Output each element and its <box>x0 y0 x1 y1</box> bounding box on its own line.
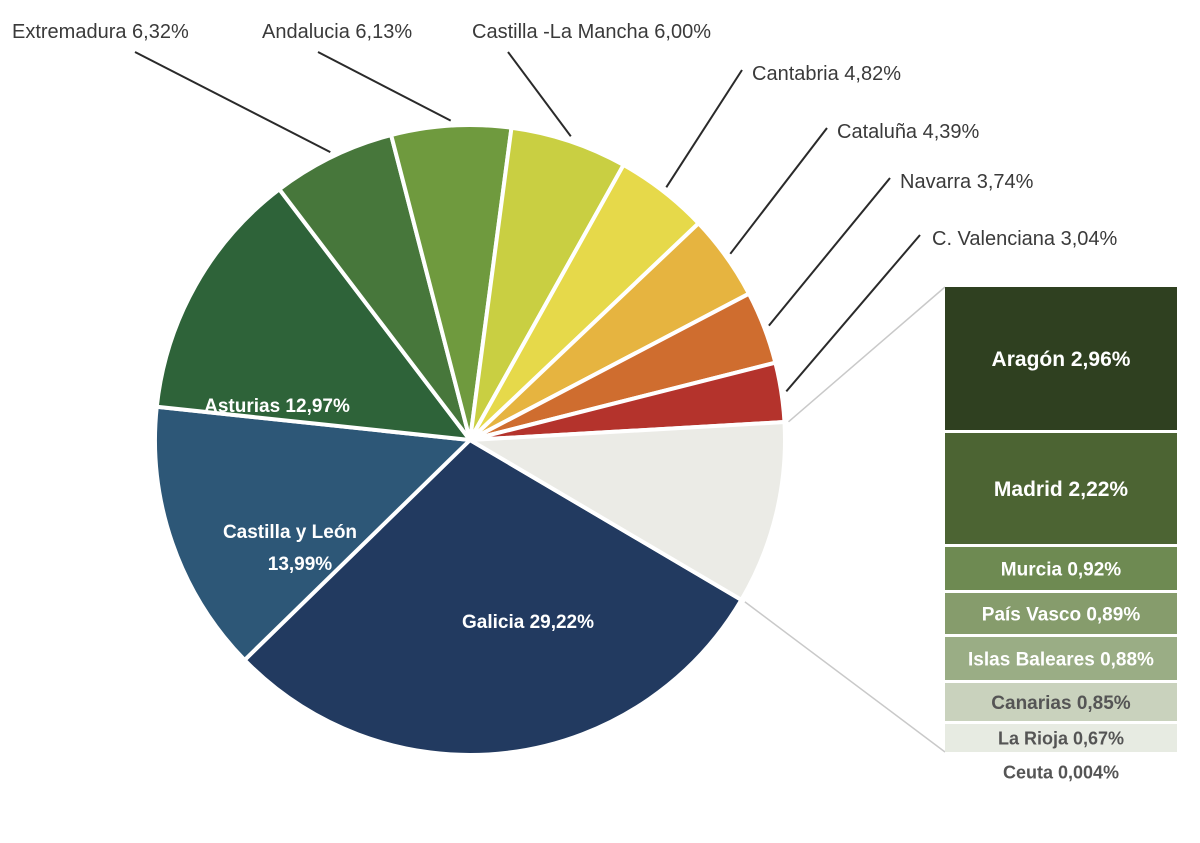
pie-slice-extremadura <box>277 133 472 442</box>
breakdown-block-canarias <box>945 683 1177 721</box>
pie-slice-castilla-la-mancha <box>468 125 626 442</box>
breakdown-label-la-rioja: La Rioja 0,67% <box>998 728 1124 748</box>
breakdown-label-canarias: Canarias 0,85% <box>991 693 1131 714</box>
breakdown-label-madrid: Madrid 2,22% <box>994 478 1129 501</box>
breakdown-label-islas-baleares: Islas Baleares 0,88% <box>968 649 1154 670</box>
slice-label-castilla-y-leon: Castilla y León <box>223 522 357 543</box>
leader-line-cantabria <box>665 69 743 188</box>
pie-slice-galicia <box>242 438 744 757</box>
leader-line-c-valenciana <box>785 234 921 393</box>
leader-line-catalu-a <box>729 127 828 255</box>
breakdown-connector-bottom <box>744 601 946 753</box>
leader-line-castilla-la-mancha <box>507 51 572 137</box>
slice-label-andalucia: Andalucia 6,13% <box>262 21 412 43</box>
slice-label-galicia: Galicia 29,22% <box>462 612 594 633</box>
breakdown-block-madrid <box>945 433 1177 544</box>
slice-label-extremadura: Extremadura 6,32% <box>12 21 189 43</box>
breakdown-label-murcia: Murcia 0,92% <box>1001 559 1121 580</box>
pie-slice-castilla-y-le-n <box>153 404 472 663</box>
breakdown-block-la-rioja <box>945 724 1177 752</box>
leader-line-andalucia <box>317 51 452 122</box>
slice-label-catalu-a: Cataluña 4,39% <box>837 121 980 143</box>
pie-slice-andalucia <box>389 122 514 442</box>
breakdown-label-pais-vasco: País Vasco 0,89% <box>982 604 1141 625</box>
slice-label-asturias: Asturias 12,97% <box>204 396 350 417</box>
pie-slice-resto <box>468 420 787 602</box>
breakdown-connector-top <box>788 286 946 423</box>
slice-label-cantabria: Cantabria 4,82% <box>752 63 901 85</box>
breakdown-block-aragon <box>945 287 1177 430</box>
leader-line-navarra <box>768 177 891 327</box>
breakdown-label-aragon: Aragón 2,96% <box>992 348 1131 371</box>
pie-slice-asturias <box>154 187 472 442</box>
slice-label-c-valenciana: C. Valenciana 3,04% <box>932 228 1118 250</box>
slice-label-castilla-la-mancha: Castilla -La Mancha 6,00% <box>472 21 711 43</box>
slice-label-navarra: Navarra 3,74% <box>900 171 1034 193</box>
breakdown-block-pais-vasco <box>945 593 1177 634</box>
breakdown-block-murcia <box>945 547 1177 590</box>
breakdown-block-islas-baleares <box>945 637 1177 680</box>
slice-label-castilla-y-leon-value: 13,99% <box>268 554 333 575</box>
breakdown-label-ceuta: Ceuta 0,004% <box>1003 762 1119 782</box>
leader-line-extremadura <box>134 51 331 153</box>
